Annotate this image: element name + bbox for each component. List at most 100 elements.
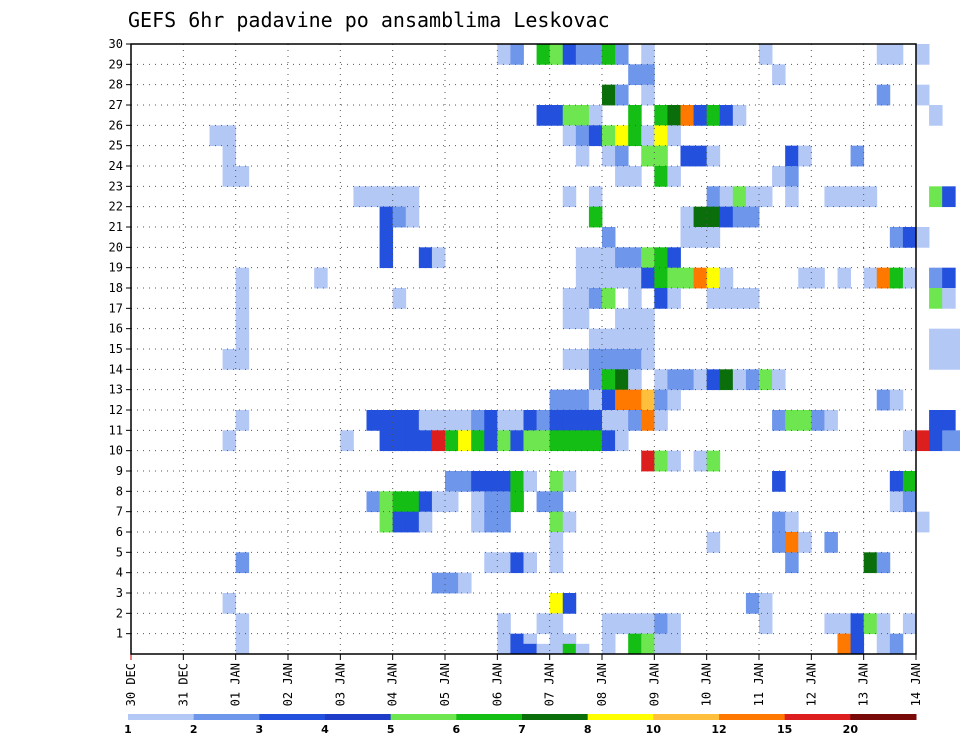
heatmap-cell	[654, 267, 668, 289]
heatmap-cell	[471, 410, 485, 431]
heatmap-cell	[562, 410, 577, 431]
heatmap-cell	[615, 166, 629, 187]
heatmap-cell	[392, 288, 407, 309]
heatmap-cell	[889, 44, 904, 65]
heatmap-cell	[235, 288, 250, 309]
heatmap-cell	[706, 288, 721, 309]
heatmap-cell	[942, 328, 956, 350]
heatmap-cell	[902, 471, 917, 492]
heatmap-cell	[445, 430, 459, 452]
heatmap-cell	[628, 349, 642, 370]
heatmap-cell	[209, 125, 223, 147]
colorbar-label: 7	[518, 723, 526, 736]
heatmap-cell	[588, 288, 603, 309]
heatmap-cell	[929, 267, 943, 289]
heatmap-cell	[549, 491, 564, 513]
heatmap-cell	[745, 206, 760, 228]
y-tick-label: 16	[109, 322, 123, 336]
heatmap-cell	[942, 410, 956, 431]
heatmap-cell	[732, 288, 747, 309]
heatmap-cell	[654, 613, 668, 635]
heatmap-cell	[588, 369, 603, 391]
heatmap-cell	[222, 430, 237, 452]
heatmap-cell	[418, 430, 433, 452]
colorbar-swatch	[193, 714, 260, 720]
heatmap-cell	[876, 633, 891, 655]
colorbar-label: 6	[453, 723, 461, 736]
colorbar-swatch	[325, 714, 392, 720]
heatmap-cell	[405, 491, 420, 513]
y-tick-label: 5	[116, 545, 123, 559]
heatmap-cell	[523, 643, 537, 655]
heatmap-cell	[693, 369, 708, 391]
heatmap-cell	[693, 105, 708, 126]
heatmap-cell	[628, 410, 642, 431]
heatmap-cell	[235, 349, 250, 370]
heatmap-cell	[615, 44, 629, 65]
heatmap-cell	[824, 186, 838, 208]
heatmap-cell	[641, 125, 655, 147]
y-tick-label: 14	[109, 362, 123, 376]
heatmap-cell	[392, 206, 407, 228]
heatmap-cell	[615, 125, 629, 147]
colorbar-label: 4	[321, 723, 329, 736]
y-tick-label: 3	[116, 586, 123, 600]
heatmap-cell	[405, 511, 420, 533]
heatmap-cell	[654, 369, 668, 391]
heatmap-cell	[497, 613, 511, 635]
heatmap-cell	[889, 633, 904, 655]
heatmap-cell	[471, 511, 485, 533]
heatmap-cell	[458, 430, 472, 452]
heatmap-cell	[536, 613, 551, 635]
heatmap-cell	[445, 471, 459, 492]
y-tick-label: 12	[109, 403, 123, 417]
heatmap-cell	[484, 552, 498, 574]
heatmap-cell	[916, 227, 930, 248]
heatmap-cell	[366, 186, 380, 208]
heatmap-cell	[876, 613, 891, 635]
heatmap-cell	[654, 247, 668, 269]
heatmap-cell	[706, 186, 721, 208]
heatmap-cell	[392, 186, 407, 208]
heatmap-cell	[837, 633, 851, 655]
heatmap-cell	[602, 389, 616, 411]
heatmap-cell	[876, 552, 891, 574]
heatmap-cell	[497, 633, 511, 655]
heatmap-cell	[680, 145, 694, 167]
colorbar-swatch	[784, 714, 851, 720]
heatmap-cell	[667, 389, 681, 411]
heatmap-cell	[785, 532, 799, 553]
heatmap-cell	[222, 349, 237, 370]
heatmap-cell	[680, 206, 694, 228]
heatmap-cell	[759, 186, 773, 208]
heatmap-cell	[719, 186, 734, 208]
heatmap-cell	[353, 186, 367, 208]
heatmap-cell	[523, 471, 537, 492]
heatmap-cell	[889, 471, 904, 492]
heatmap-cell	[523, 410, 537, 431]
x-tick-label: 11 JAN	[752, 663, 766, 706]
heatmap-cell	[772, 369, 786, 391]
colorbar-label: 10	[646, 723, 662, 736]
heatmap-cell	[628, 389, 642, 411]
heatmap-cell	[222, 593, 237, 614]
heatmap-cell	[641, 389, 655, 411]
heatmap-cell	[602, 125, 616, 147]
x-tick-label: 30 DEC	[124, 663, 138, 706]
heatmap-cell	[916, 430, 930, 452]
colorbar-label: 20	[843, 723, 859, 736]
heatmap-cell	[549, 593, 564, 614]
heatmap-cell	[575, 247, 590, 269]
heatmap-cell	[641, 450, 655, 472]
heatmap-cell	[562, 430, 577, 452]
heatmap-cell	[759, 593, 773, 614]
heatmap-cell	[615, 369, 629, 391]
heatmap-cell	[916, 84, 930, 106]
heatmap-cell	[955, 349, 960, 370]
colorbar-swatch	[390, 714, 457, 720]
heatmap-cell	[602, 328, 616, 350]
y-tick-label: 2	[116, 606, 123, 620]
heatmap-cell	[641, 267, 655, 289]
heatmap-cell	[536, 44, 551, 65]
x-tick-label: 02 JAN	[281, 663, 295, 706]
